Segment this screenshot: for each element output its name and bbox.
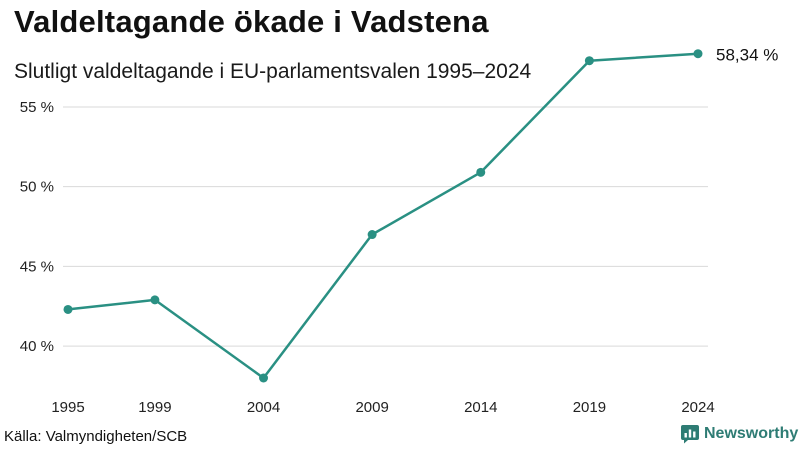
x-tick-label: 2019	[573, 399, 606, 416]
x-tick-label: 2009	[355, 399, 388, 416]
chart-subtitle: Slutligt valdeltagande i EU-parlamentsva…	[14, 60, 532, 83]
data-point	[150, 295, 160, 305]
x-tick-label: 1999	[138, 399, 171, 416]
brand-logo: Newsworthy	[680, 424, 798, 444]
end-value-label: 58,34 %	[716, 46, 778, 65]
data-point	[63, 304, 73, 314]
data-point	[476, 167, 486, 177]
chart-title: Valdeltagande ökade i Vadstena	[14, 4, 489, 39]
series-valdeltagande	[63, 49, 703, 383]
data-labels: 58,34 %	[716, 46, 778, 65]
y-axis: 40 % 45 % 50 % 55 %	[20, 99, 54, 355]
gridlines	[63, 106, 708, 347]
data-point	[367, 230, 377, 240]
brand-name: Newsworthy	[704, 425, 799, 442]
data-point	[584, 56, 594, 66]
y-tick-label: 40 %	[20, 338, 54, 355]
y-tick-label: 55 %	[20, 99, 54, 116]
x-tick-label: 1995	[51, 399, 84, 416]
data-point	[693, 49, 703, 59]
data-point	[259, 373, 269, 383]
y-tick-label: 45 %	[20, 258, 54, 275]
x-axis: 1995 1999 2004 2009 2014 2019 2024	[51, 399, 714, 416]
bar-chart-speech-bubble-icon	[681, 425, 699, 444]
x-tick-label: 2004	[247, 399, 280, 416]
series-line	[67, 52, 699, 380]
y-tick-label: 50 %	[20, 179, 54, 196]
source-note: Källa: Valmyndigheten/SCB	[4, 428, 188, 445]
x-tick-label: 2014	[464, 399, 497, 416]
x-tick-label: 2024	[681, 399, 714, 416]
